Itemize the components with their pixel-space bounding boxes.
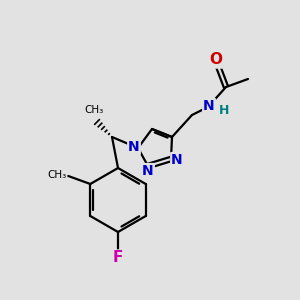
Text: CH₃: CH₃ [47, 170, 66, 180]
Text: N: N [128, 140, 140, 154]
Text: H: H [219, 104, 230, 118]
Text: CH₃: CH₃ [84, 105, 104, 115]
Text: N: N [171, 153, 183, 167]
Text: N: N [203, 99, 215, 113]
Text: F: F [113, 250, 123, 266]
Text: N: N [142, 164, 154, 178]
Text: O: O [209, 52, 223, 68]
